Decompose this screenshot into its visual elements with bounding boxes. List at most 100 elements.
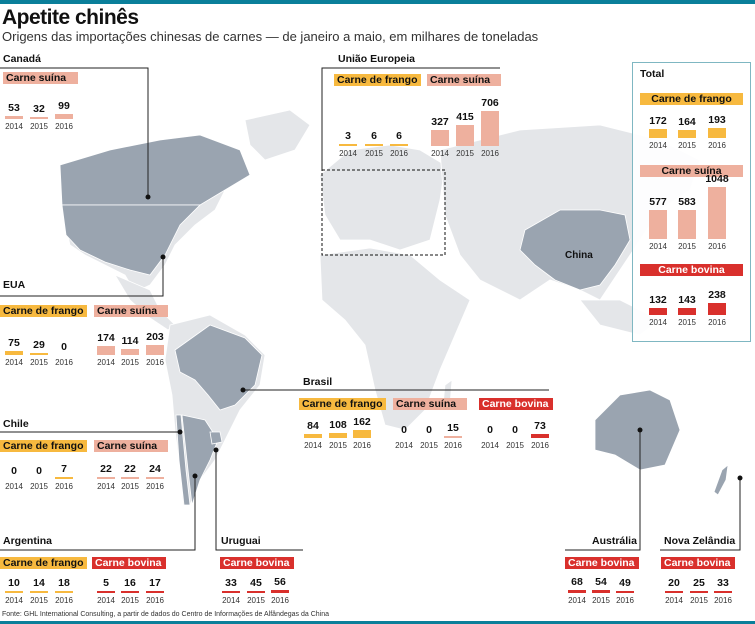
region-uruguai: Uruguai <box>221 535 261 547</box>
chile-shape <box>175 414 191 506</box>
africa-land <box>319 247 471 431</box>
year-label: 2015 <box>365 149 383 158</box>
value-label: 203 <box>146 330 164 343</box>
bar-2014 <box>222 591 240 593</box>
canada-dot <box>145 194 151 200</box>
product-label: Carne bovina <box>220 557 294 569</box>
value-label: 24 <box>149 463 161 475</box>
value-label: 6 <box>396 130 402 142</box>
bar-2015 <box>592 590 610 593</box>
argentina-shape <box>181 414 219 506</box>
year-label: 2015 <box>121 596 139 605</box>
value-label: 17 <box>149 577 161 589</box>
year-label: 2015 <box>678 141 696 150</box>
product-label: Carne suína <box>94 305 168 317</box>
value-label: 0 <box>512 424 518 436</box>
product-label: Carne de frango <box>0 305 87 317</box>
uruguai-shape <box>209 431 223 445</box>
bar-2014 <box>649 210 667 239</box>
source-note: Fonte: GHL International Consulting, a p… <box>2 611 330 618</box>
canada-leader-line <box>0 67 149 197</box>
value-label: 0 <box>426 424 432 436</box>
value-label: 73 <box>534 420 546 433</box>
value-label: 68 <box>571 575 583 588</box>
year-label: 2014 <box>568 596 586 605</box>
bar-2014 <box>649 129 667 138</box>
product-label: Carne suína <box>94 440 168 452</box>
bar-2016 <box>271 590 289 593</box>
year-label: 2015 <box>420 441 438 450</box>
value-label: 162 <box>353 415 371 428</box>
year-label: 2015 <box>121 482 139 491</box>
region-brasil: Brasil <box>303 376 333 388</box>
product-label: Carne suína <box>3 72 78 84</box>
year-label: 2015 <box>690 596 708 605</box>
bar-2014 <box>431 129 449 146</box>
value-label: 25 <box>693 577 705 589</box>
bar-2014 <box>339 144 357 146</box>
bar-2016 <box>616 590 634 593</box>
bar-2015 <box>121 349 139 355</box>
year-label: 2016 <box>444 441 462 450</box>
product-label: Carne bovina <box>479 398 553 410</box>
value-label: 54 <box>595 576 607 589</box>
year-label: 2014 <box>431 149 449 158</box>
year-label: 2015 <box>30 482 48 491</box>
year-label: 2014 <box>665 596 683 605</box>
year-label: 2014 <box>481 441 499 450</box>
bar-2015 <box>30 591 48 593</box>
bar-2014 <box>304 433 322 438</box>
uruguai-leader-line <box>215 450 303 551</box>
brazil-shape <box>174 324 263 411</box>
region-australia: Austrália <box>592 535 637 547</box>
bar-2016 <box>444 436 462 438</box>
bar-2016 <box>708 303 726 315</box>
year-label: 2016 <box>55 358 73 367</box>
product-label: Carne de frango <box>0 440 87 452</box>
value-label: 1048 <box>705 172 729 185</box>
value-label: 20 <box>668 577 680 589</box>
value-label: 10 <box>8 577 20 589</box>
value-label: 3 <box>345 130 351 142</box>
eu-dashed-box <box>321 169 446 256</box>
china-shape <box>519 209 631 291</box>
bar-2014 <box>568 589 586 593</box>
value-label: 0 <box>401 424 407 436</box>
value-label: 174 <box>97 332 115 345</box>
year-label: 2014 <box>5 358 23 367</box>
bar-2016 <box>353 429 371 438</box>
value-label: 706 <box>481 96 499 109</box>
value-label: 49 <box>619 576 631 589</box>
value-label: 16 <box>124 577 136 589</box>
year-label: 2014 <box>649 242 667 251</box>
year-label: 2016 <box>146 596 164 605</box>
value-label: 84 <box>307 419 319 432</box>
bar-2015 <box>678 209 696 239</box>
region-argentina: Argentina <box>3 535 53 547</box>
value-label: 238 <box>708 289 726 302</box>
year-label: 2015 <box>678 242 696 251</box>
value-label: 22 <box>124 463 136 475</box>
bar-2014 <box>97 346 115 355</box>
product-label: Carne de frango <box>640 93 743 105</box>
year-label: 2015 <box>678 318 696 327</box>
year-label: 2014 <box>222 596 240 605</box>
value-label: 415 <box>456 111 474 124</box>
year-label: 2015 <box>30 122 48 131</box>
bottom-rule <box>0 621 755 624</box>
year-label: 2014 <box>5 596 23 605</box>
bar-2015 <box>247 590 265 593</box>
product-label: Carne suína <box>393 398 467 410</box>
bar-2014 <box>665 591 683 593</box>
product-label: Carne bovina <box>92 557 166 569</box>
year-label: 2014 <box>395 441 413 450</box>
page-title: Apetite chinês <box>2 6 139 29</box>
year-label: 2016 <box>708 141 726 150</box>
value-label: 583 <box>678 195 696 208</box>
value-label: 75 <box>8 337 20 350</box>
value-label: 29 <box>33 339 45 351</box>
product-label: Carne bovina <box>565 557 639 569</box>
product-label: Carne bovina <box>640 264 743 276</box>
value-label: 164 <box>678 115 696 128</box>
year-label: 2016 <box>481 149 499 158</box>
